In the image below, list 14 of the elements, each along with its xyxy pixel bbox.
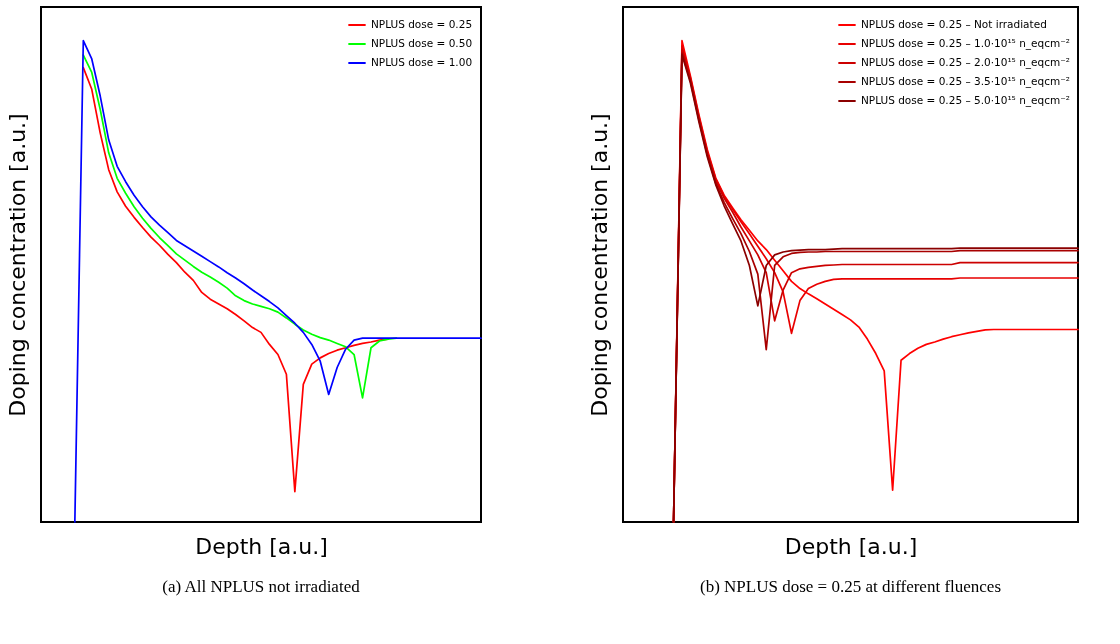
text: (b) NPLUS dose = 0.25 at different fluences (699, 577, 1002, 596)
y-axis-title: Doping concentration [a.u.] (4, 113, 30, 417)
legend-label: NPLUS dose = 0.50 (371, 37, 473, 49)
legend-label: NPLUS dose = 1.00 (371, 56, 473, 68)
legend-label: NPLUS dose = 0.25 – 3.5·10¹⁵ n_eqcm⁻² (861, 75, 1070, 88)
legend-label: NPLUS dose = 0.25 – Not irradiated (861, 18, 1047, 30)
legend-label: NPLUS dose = 0.25 (371, 18, 473, 30)
text: (a) All NPLUS not irradiated (162, 577, 361, 596)
legend-label: NPLUS dose = 0.25 – 1.0·10¹⁵ n_eqcm⁻² (861, 37, 1070, 50)
x-axis-title: Depth [a.u.] (784, 533, 918, 559)
legend-label: NPLUS dose = 0.25 – 5.0·10¹⁵ n_eqcm⁻² (861, 94, 1070, 107)
y-axis-title: Doping concentration [a.u.] (586, 113, 612, 417)
x-axis-title: Depth [a.u.] (195, 533, 328, 559)
legend-label: NPLUS dose = 0.25 – 2.0·10¹⁵ n_eqcm⁻² (861, 56, 1070, 69)
